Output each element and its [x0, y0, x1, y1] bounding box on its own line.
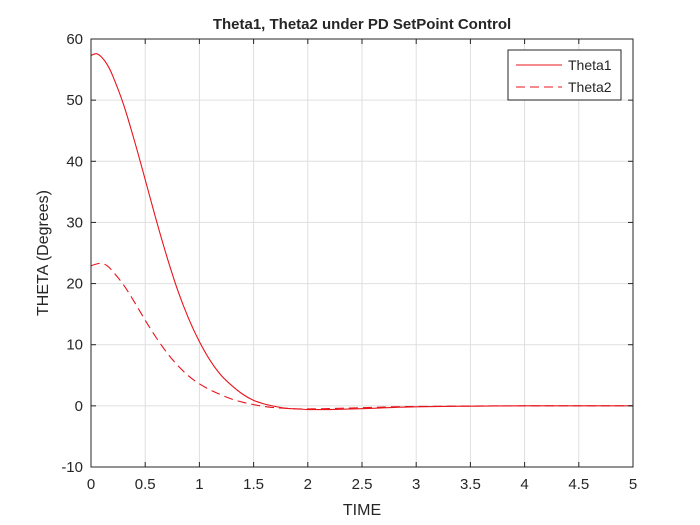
x-tick-label: 0: [87, 476, 95, 493]
legend-label-theta1: Theta1: [568, 57, 612, 73]
series-line-theta1: [90, 53, 633, 411]
y-tick-label: 20: [66, 276, 83, 293]
grid: [91, 39, 633, 467]
x-tick-label: 4.5: [568, 476, 589, 493]
series-line-theta2: [90, 262, 633, 410]
x-tick-label: 2: [304, 476, 312, 493]
x-tick-label: 3.5: [460, 476, 481, 493]
y-tick-label: 50: [66, 92, 83, 109]
y-tick-label: 40: [66, 153, 83, 170]
y-tick-label: 0: [75, 398, 83, 415]
x-tick-label: 1: [195, 476, 203, 493]
x-tick-label: 1.5: [243, 476, 264, 493]
x-tick-label: 2.5: [352, 476, 373, 493]
y-tick-label: 10: [66, 337, 83, 354]
chart-title: Theta1, Theta2 under PD SetPoint Control: [213, 16, 511, 33]
x-tick-label: 5: [629, 476, 637, 493]
y-tick-label: -10: [61, 459, 83, 476]
legend-box: [507, 49, 622, 101]
x-tick-label: 0.5: [135, 476, 156, 493]
y-axis-label: THETA (Degrees): [35, 190, 52, 316]
legend: Theta1 Theta2: [507, 49, 622, 101]
x-tick-label: 4: [520, 476, 528, 493]
legend-label-theta2: Theta2: [568, 79, 612, 95]
y-tick-label: 60: [66, 31, 83, 48]
x-axis-label: TIME: [343, 502, 381, 519]
series-layer: [90, 53, 633, 411]
x-tick-label: 3: [412, 476, 420, 493]
y-tick-label: 30: [66, 214, 83, 231]
